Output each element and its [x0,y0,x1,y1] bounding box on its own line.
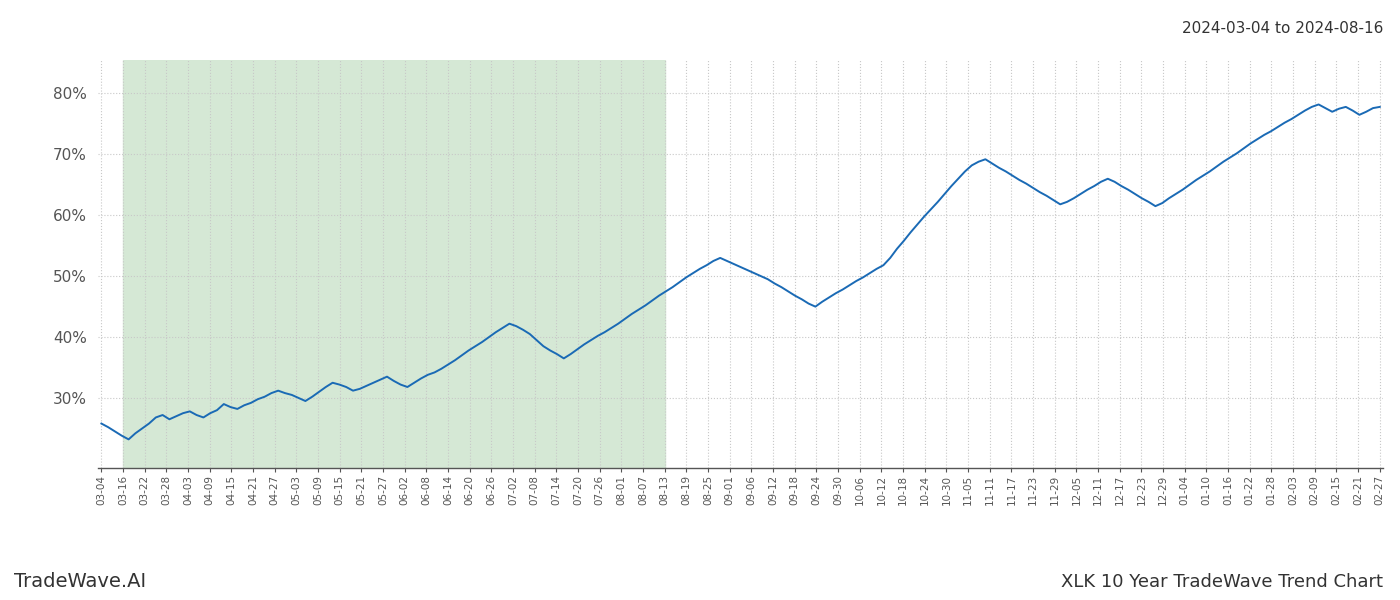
Bar [123,60,665,468]
Text: 2024-03-04 to 2024-08-16: 2024-03-04 to 2024-08-16 [1182,21,1383,36]
Text: XLK 10 Year TradeWave Trend Chart: XLK 10 Year TradeWave Trend Chart [1061,573,1383,591]
Text: TradeWave.AI: TradeWave.AI [14,572,146,591]
